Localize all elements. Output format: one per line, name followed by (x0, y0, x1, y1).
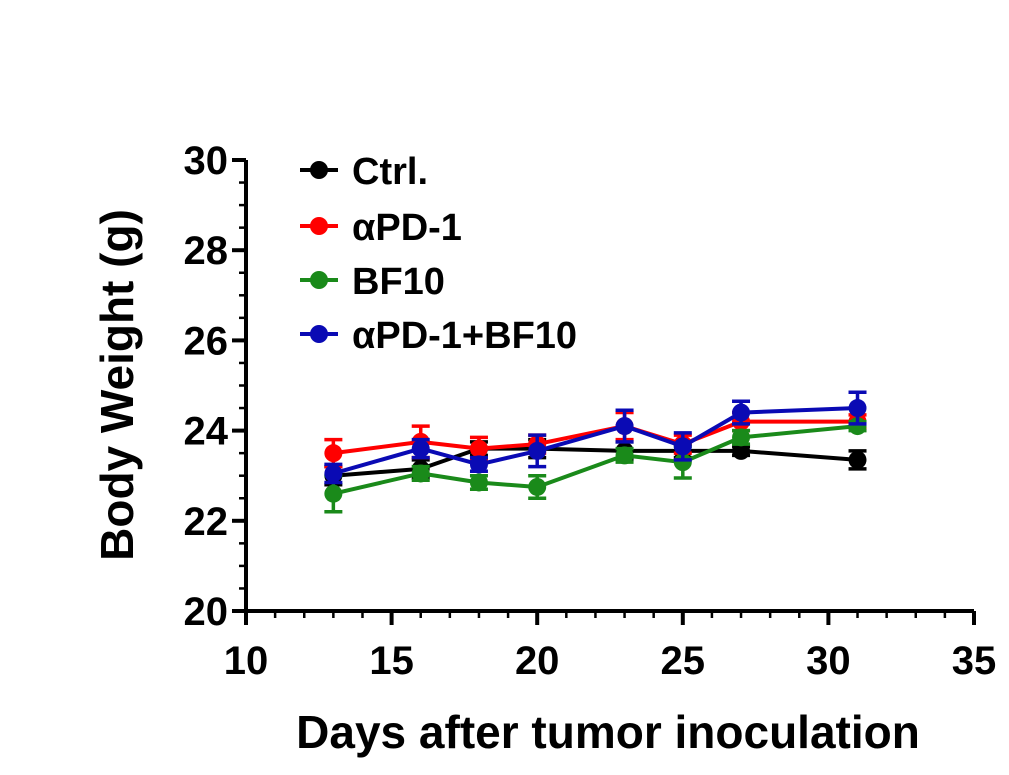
data-point (528, 477, 547, 496)
series-3 (324, 390, 867, 485)
data-point (615, 446, 634, 465)
data-point (324, 464, 343, 483)
data-point (528, 441, 547, 460)
data-point (469, 473, 488, 492)
data-point (411, 464, 430, 483)
data-point (615, 417, 634, 436)
data-point (324, 444, 343, 463)
series-layer (324, 390, 867, 514)
data-point (848, 399, 867, 418)
legend-label: αPD-1+BF10 (352, 315, 577, 357)
y-tick-label: 30 (184, 139, 229, 183)
data-point (732, 428, 751, 447)
data-point (673, 453, 692, 472)
data-point (732, 403, 751, 422)
legend: Ctrl. αPD-1 BF10 αPD-1+BF10 (300, 151, 577, 357)
series-line (333, 446, 858, 478)
y-axis-title: Body Weight (g) (91, 209, 143, 561)
x-tick-label: 15 (369, 639, 414, 683)
y-tick-label: 22 (184, 500, 229, 544)
legend-marker (310, 271, 328, 289)
x-tick-label: 20 (515, 639, 560, 683)
data-point (848, 417, 867, 436)
data-point (732, 441, 751, 460)
data-point (673, 437, 692, 456)
data-point (848, 450, 867, 469)
x-tick-label: 35 (952, 639, 997, 683)
legend-label: BF10 (352, 261, 445, 303)
data-point (469, 439, 488, 458)
data-point (469, 455, 488, 474)
legend-label: αPD-1 (352, 207, 462, 249)
series-1 (324, 410, 867, 469)
legend-marker (310, 217, 328, 235)
legend-marker (310, 325, 328, 343)
legend-label: Ctrl. (352, 151, 428, 193)
data-point (411, 439, 430, 458)
x-tick-label: 30 (806, 639, 851, 683)
data-point (324, 484, 343, 503)
x-axis-title: Days after tumor inoculation (296, 706, 920, 758)
y-tick-label: 26 (184, 319, 229, 363)
y-tick-label: 20 (184, 590, 229, 634)
series-line (332, 424, 858, 496)
series-line (332, 406, 858, 476)
x-tick-label: 10 (224, 639, 269, 683)
y-tick-label: 28 (184, 229, 229, 273)
tick-labels: 20 22 24 26 28 30 10 15 20 25 30 35 (184, 139, 997, 683)
x-tick-label: 25 (661, 639, 706, 683)
legend-marker (310, 161, 328, 179)
series-line (333, 419, 858, 456)
y-tick-label: 24 (184, 410, 229, 454)
axis-ticks (232, 158, 976, 625)
